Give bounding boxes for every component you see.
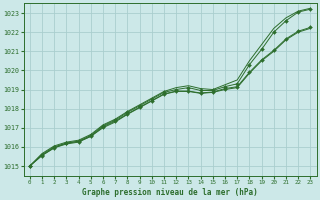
X-axis label: Graphe pression niveau de la mer (hPa): Graphe pression niveau de la mer (hPa) — [82, 188, 258, 197]
